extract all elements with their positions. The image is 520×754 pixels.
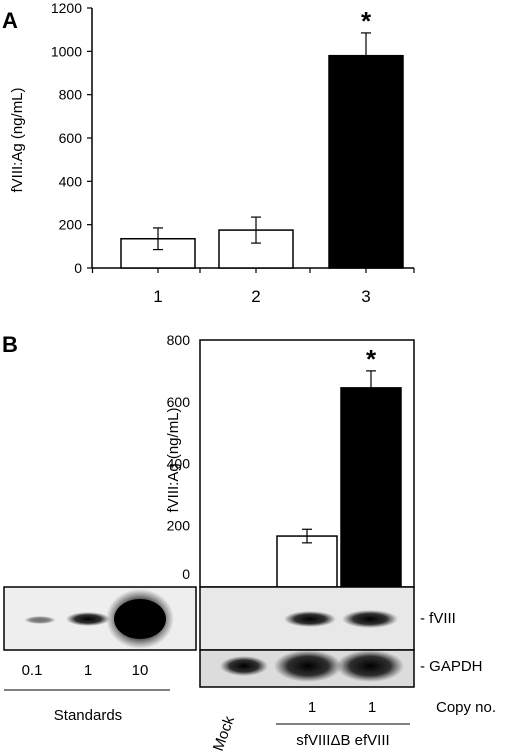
significance-marker: * [366, 344, 377, 374]
band-standard-0.1 [24, 616, 56, 624]
y-tick-label: 800 [59, 87, 83, 103]
panel-label-a: A [2, 8, 18, 33]
category-label: 3 [361, 287, 370, 306]
y-tick-label: 600 [59, 130, 83, 146]
y-tick-label: 0 [74, 260, 82, 276]
copy-number-1: 1 [368, 699, 376, 716]
construct-label: sfVIIIΔB efVIII [296, 732, 389, 749]
band-standard-1 [66, 612, 110, 626]
y-tick-label: 400 [167, 456, 191, 472]
band-fviii-efviii [342, 610, 398, 628]
standards-label: Standards [54, 707, 122, 724]
band-fviii-sfviii [284, 611, 336, 627]
y-axis-label: fVIII:Ag (ng/mL) [165, 407, 182, 512]
category-label: 2 [251, 287, 260, 306]
bar-3 [328, 54, 404, 269]
y-tick-label: 400 [59, 173, 83, 189]
significance-marker: * [361, 6, 372, 36]
category-label: 1 [153, 287, 162, 306]
y-tick-label: 1200 [51, 0, 82, 16]
mock-label: Mock [210, 713, 238, 753]
band-label-gapdh: - GAPDH [420, 658, 483, 675]
band-gapdh-efviii [336, 650, 404, 682]
y-tick-label: 800 [167, 332, 191, 348]
chart-b: 0 200 400 600 800 fVIII:Ag (ng/mL) * [165, 332, 415, 588]
chart-a: 0 200 400 600 800 1000 1200 fVIII:Ag (ng/mL) 1 2 *… [9, 0, 415, 306]
bar-1 [276, 535, 338, 588]
western-blot: - fVIII - GAPDH 0.1 1 10 Standards Mock … [3, 586, 496, 753]
y-tick-label: 1000 [51, 43, 82, 59]
band-gapdh-sfviii [274, 650, 342, 682]
y-tick-label: 200 [59, 217, 83, 233]
copy-number-label: Copy no. [436, 699, 496, 716]
y-axis-label: fVIII:Ag (ng/mL) [9, 87, 26, 192]
standard-value-1: 1 [84, 662, 92, 679]
band-label-fviii: - fVIII [420, 610, 456, 627]
bar-2 [340, 387, 402, 588]
standard-value-0: 0.1 [22, 662, 43, 679]
copy-number-0: 1 [308, 699, 316, 716]
band-gapdh-mock [220, 656, 268, 676]
band-standard-10-core [114, 599, 166, 639]
y-tick-label: 600 [167, 394, 191, 410]
standard-value-2: 10 [132, 662, 149, 679]
y-tick-label: 200 [167, 517, 191, 533]
panel-label-b: B [2, 332, 18, 357]
y-tick-label: 0 [182, 566, 190, 582]
